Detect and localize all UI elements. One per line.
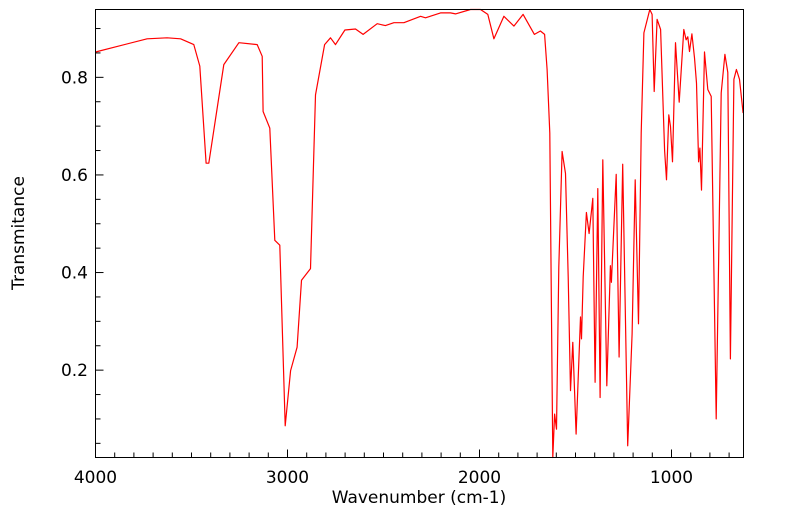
x-tick-label: 1000 [650,468,693,488]
x-tick-label: 4000 [74,468,117,488]
x-axis-title: Wavenumber (cm-1) [332,488,507,508]
axis-ticks [95,28,730,458]
y-axis-title: Transmitance [9,176,29,291]
tick-labels: 4000 3000 2000 1000 0.2 0.4 0.6 0.8 [61,68,693,488]
y-tick-label: 0.4 [61,264,88,284]
y-tick-label: 0.6 [61,166,88,186]
y-tick-label: 0.2 [61,361,88,381]
plot-frame [95,9,744,458]
x-tick-label: 3000 [266,468,309,488]
y-tick-label: 0.8 [61,68,88,88]
x-tick-label: 2000 [458,468,501,488]
spectrum-line [95,8,744,459]
